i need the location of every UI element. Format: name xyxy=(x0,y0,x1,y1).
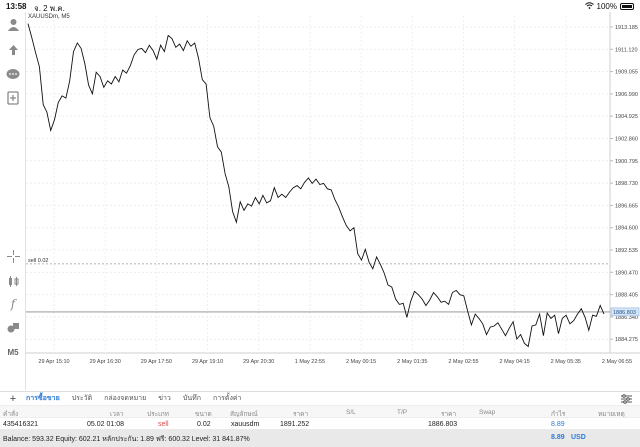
y-tick-label: 1888.405 xyxy=(615,293,638,299)
y-tick-label: 1892.535 xyxy=(615,248,638,254)
clock: 13:58 xyxy=(6,2,27,11)
header-tp: T/P xyxy=(397,409,408,416)
battery-icon xyxy=(620,3,634,10)
tab-trade[interactable]: การซื้อขาย xyxy=(26,395,60,402)
status-right: 100% xyxy=(584,2,634,11)
y-tick-label: 1896.665 xyxy=(615,203,638,209)
chat-icon[interactable] xyxy=(5,66,21,82)
chart-type-icon[interactable] xyxy=(5,273,21,289)
battery-percent: 100% xyxy=(596,2,617,11)
tab-journal[interactable]: บันทึก xyxy=(182,395,201,402)
price-chart[interactable]: XAUUSDm, M5 1913.185 1911.120 1909.055 1906… xyxy=(26,12,640,390)
x-tick-label: 29 Apr 17:50 xyxy=(141,359,172,365)
header-price-open: ราคา xyxy=(293,411,309,418)
order-time: 05.02 01:08 xyxy=(87,421,124,428)
chart-canvas[interactable]: 1913.185 1911.120 1909.055 1906.990 1904.925… xyxy=(26,12,640,390)
y-tick-label: 1911.120 xyxy=(615,47,638,53)
balance-summary: Balance: 593.32 Equity: 602.21 หลักประกั… xyxy=(0,429,640,447)
account-icon[interactable] xyxy=(5,16,21,32)
table-row[interactable]: 435416321 05.02 01:08 sell 0.02 xauusdm … xyxy=(0,417,640,429)
x-tick-label: 2 May 04:15 xyxy=(499,359,529,365)
order-id: 435416321 xyxy=(3,421,39,428)
y-tick-label: 1890.470 xyxy=(615,270,638,276)
header-price-current: ราคา xyxy=(441,411,457,418)
x-tick-label: 2 May 06:55 xyxy=(602,359,632,365)
objects-icon[interactable] xyxy=(5,319,21,335)
x-tick-label: 2 May 05:35 xyxy=(551,359,581,365)
current-price-label: 1886.803 xyxy=(613,310,636,316)
timeframe-icon[interactable]: M5 xyxy=(7,347,19,357)
sell-level-label: sell 0.02 xyxy=(28,258,49,264)
y-tick-label: 1884.275 xyxy=(615,337,638,343)
tab-settings[interactable]: การตั้งค่า xyxy=(212,395,242,402)
header-order: คำสั่ง xyxy=(3,411,19,418)
left-toolbar: f M5 xyxy=(0,12,26,390)
chart-symbol-label: XAUUSDm, M5 xyxy=(28,14,70,20)
y-tick-label: 1904.925 xyxy=(615,114,638,120)
header-swap: Swap xyxy=(479,409,496,416)
indicator-icon[interactable]: f xyxy=(10,297,16,311)
y-tick-label: 1906.990 xyxy=(615,92,638,98)
x-tick-label: 2 May 02:55 xyxy=(448,359,478,365)
y-tick-label: 1913.185 xyxy=(615,25,638,31)
header-size: ขนาด xyxy=(195,411,212,418)
y-tick-label: 1900.795 xyxy=(615,159,638,165)
header-time: เวลา xyxy=(110,411,124,418)
order-symbol: xauusdm xyxy=(231,421,260,428)
x-tick-label: 2 May 01:35 xyxy=(397,359,427,365)
crosshair-icon[interactable] xyxy=(5,248,21,264)
header-symbol: สัญลักษณ์ xyxy=(230,411,258,418)
x-tick-label: 2 May 00:15 xyxy=(346,359,376,365)
header-profit: กำไร xyxy=(551,411,566,418)
order-size: 0.02 xyxy=(197,421,211,428)
order-price-open: 1891.252 xyxy=(280,421,310,428)
y-tick-label: 1898.730 xyxy=(615,181,638,187)
x-tick-label: 29 Apr 19:10 xyxy=(192,359,223,365)
terminal-tabs: + การซื้อขาย ประวัติ กล่องจดหมาย ข่าว บั… xyxy=(0,391,640,405)
y-tick-label: 1886.340 xyxy=(615,315,638,321)
add-icon[interactable]: + xyxy=(9,392,17,405)
header-comment: หมายเหตุ xyxy=(598,411,625,418)
header-type: ประเภท xyxy=(147,411,169,418)
new-order-icon[interactable] xyxy=(5,90,21,106)
orders-table-header: คำสั่ง เวลา ประเภท ขนาด สัญลักษณ์ ราคา S… xyxy=(0,405,640,418)
tab-mailbox[interactable]: กล่องจดหมาย xyxy=(104,395,147,402)
wifi-icon xyxy=(584,2,594,11)
x-tick-label: 29 Apr 16:30 xyxy=(90,359,121,365)
total-profit: 8.89 xyxy=(551,434,565,441)
tab-history[interactable]: ประวัติ xyxy=(71,395,93,402)
y-tick-label: 1902.860 xyxy=(615,136,638,142)
y-tick-label: 1909.055 xyxy=(615,70,638,76)
x-tick-label: 29 Apr 15:10 xyxy=(38,359,69,365)
tab-news[interactable]: ข่าว xyxy=(158,395,171,402)
x-tick-label: 1 May 22:55 xyxy=(295,359,325,365)
current-price-tag xyxy=(610,307,640,317)
order-price-current: 1886.803 xyxy=(428,421,458,428)
balance-text: Balance: 593.32 Equity: 602.21 หลักประกั… xyxy=(3,436,250,443)
profit-currency: USD xyxy=(571,434,586,441)
header-sl: S/L xyxy=(346,409,356,416)
order-type: sell xyxy=(158,421,169,428)
y-tick-label: 1894.600 xyxy=(615,226,638,232)
price-series-line xyxy=(27,23,605,348)
terminal-settings-icon[interactable] xyxy=(621,394,632,406)
status-bar: 13:58 จ. 2 พ.ค. 100% xyxy=(0,0,640,13)
x-tick-label: 29 Apr 20:30 xyxy=(243,359,274,365)
trade-icon[interactable] xyxy=(5,42,21,58)
order-profit: 8.89 xyxy=(551,421,565,428)
date: จ. 2 พ.ค. xyxy=(34,4,65,13)
